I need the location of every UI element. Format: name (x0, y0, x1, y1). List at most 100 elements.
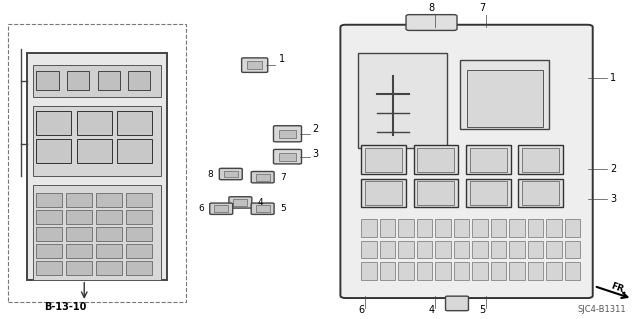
Bar (98, 71, 120, 90)
Bar (234, 199, 247, 206)
Bar (77, 139, 111, 163)
Bar (67, 193, 92, 207)
Text: 6: 6 (358, 305, 365, 315)
FancyBboxPatch shape (406, 15, 457, 30)
FancyBboxPatch shape (229, 197, 252, 208)
FancyBboxPatch shape (220, 168, 243, 180)
Bar (435, 241, 451, 258)
Text: 1: 1 (610, 73, 616, 83)
Bar (33, 65, 161, 97)
Bar (255, 174, 269, 181)
Text: FR.: FR. (610, 282, 628, 296)
Bar (36, 244, 62, 258)
Text: 2: 2 (312, 124, 319, 134)
Bar (362, 179, 406, 207)
FancyBboxPatch shape (273, 126, 301, 142)
Bar (279, 153, 296, 161)
Bar (413, 179, 458, 207)
Bar (362, 241, 377, 258)
Bar (472, 219, 488, 237)
Bar (36, 210, 62, 224)
Text: 3: 3 (312, 149, 319, 159)
Bar (33, 106, 161, 175)
Bar (8, 24, 186, 302)
Bar (546, 263, 561, 280)
Text: 7: 7 (479, 4, 486, 13)
FancyBboxPatch shape (340, 25, 593, 298)
Bar (564, 219, 580, 237)
Text: 8: 8 (428, 4, 435, 13)
Bar (491, 241, 506, 258)
Text: 8: 8 (208, 169, 214, 179)
Bar (214, 205, 228, 212)
Bar (224, 171, 238, 177)
Bar (380, 219, 395, 237)
Text: 4: 4 (257, 198, 263, 207)
Bar (97, 227, 122, 241)
Text: 2: 2 (610, 164, 616, 174)
Text: 3: 3 (610, 194, 616, 204)
Bar (36, 193, 62, 207)
Text: 6: 6 (198, 204, 204, 213)
Bar (546, 219, 561, 237)
Bar (460, 60, 549, 129)
Text: 5: 5 (280, 204, 285, 213)
Text: 4: 4 (428, 305, 435, 315)
Bar (362, 219, 377, 237)
Bar (362, 263, 377, 280)
Bar (398, 241, 413, 258)
Bar (36, 227, 62, 241)
Bar (67, 261, 92, 275)
Bar (126, 210, 152, 224)
Bar (518, 179, 563, 207)
Bar (564, 241, 580, 258)
Bar (67, 210, 92, 224)
Bar (467, 70, 543, 127)
Bar (454, 219, 469, 237)
Bar (126, 261, 152, 275)
Bar (472, 241, 488, 258)
Text: SJC4-B1311: SJC4-B1311 (577, 306, 626, 315)
Bar (77, 111, 111, 135)
Bar (97, 210, 122, 224)
FancyBboxPatch shape (273, 149, 301, 164)
Bar (67, 71, 90, 90)
Bar (491, 219, 506, 237)
Bar (470, 181, 507, 205)
Bar (417, 148, 454, 172)
Bar (128, 71, 150, 90)
Bar (398, 219, 413, 237)
Bar (528, 241, 543, 258)
Bar (454, 263, 469, 280)
Bar (522, 181, 559, 205)
Bar (518, 145, 563, 174)
Bar (246, 61, 262, 69)
Text: 5: 5 (479, 305, 486, 315)
Bar (67, 244, 92, 258)
Bar (365, 181, 402, 205)
Bar (67, 227, 92, 241)
Bar (126, 244, 152, 258)
Bar (116, 111, 152, 135)
Bar (564, 263, 580, 280)
Bar (36, 111, 72, 135)
Bar (528, 219, 543, 237)
Bar (27, 53, 167, 280)
Bar (36, 261, 62, 275)
Bar (365, 148, 402, 172)
Bar (36, 71, 59, 90)
Bar (255, 205, 269, 212)
Bar (362, 145, 406, 174)
Bar (97, 244, 122, 258)
Bar (116, 139, 152, 163)
Bar (466, 145, 511, 174)
Bar (398, 263, 413, 280)
Bar (509, 263, 525, 280)
Bar (33, 185, 161, 280)
Bar (126, 193, 152, 207)
Bar (509, 241, 525, 258)
Bar (491, 263, 506, 280)
Bar (509, 219, 525, 237)
Bar (380, 241, 395, 258)
FancyBboxPatch shape (251, 172, 274, 183)
